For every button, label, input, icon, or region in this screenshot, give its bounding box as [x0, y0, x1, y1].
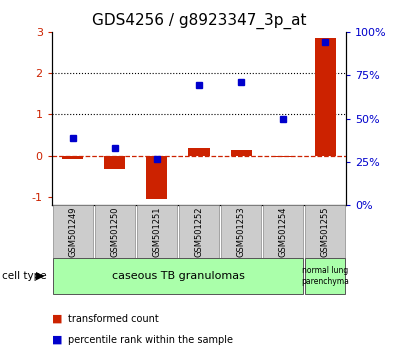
- Text: GSM501250: GSM501250: [110, 207, 119, 257]
- Bar: [273, 156, 294, 157]
- Bar: [104, 156, 125, 169]
- Bar: [137, 205, 177, 258]
- Text: transformed count: transformed count: [68, 314, 158, 324]
- Bar: [263, 205, 303, 258]
- Text: caseous TB granulomas: caseous TB granulomas: [111, 271, 244, 281]
- Text: GSM501249: GSM501249: [68, 207, 77, 257]
- Bar: [62, 156, 83, 159]
- Bar: [53, 258, 303, 294]
- Text: GSM501253: GSM501253: [236, 206, 246, 257]
- Bar: [315, 38, 336, 156]
- Title: GDS4256 / g8923347_3p_at: GDS4256 / g8923347_3p_at: [92, 13, 306, 29]
- Bar: [179, 205, 219, 258]
- Bar: [230, 150, 252, 156]
- Text: GSM501251: GSM501251: [152, 207, 162, 257]
- Bar: [305, 258, 345, 294]
- Bar: [95, 205, 135, 258]
- Text: GSM501252: GSM501252: [195, 207, 203, 257]
- Bar: [53, 205, 93, 258]
- Text: ■: ■: [52, 314, 62, 324]
- Text: GSM501255: GSM501255: [321, 207, 330, 257]
- Text: ▶: ▶: [36, 271, 44, 281]
- Text: cell type: cell type: [2, 271, 47, 281]
- Bar: [305, 205, 345, 258]
- Bar: [189, 148, 209, 156]
- Text: GSM501254: GSM501254: [279, 207, 288, 257]
- Text: ■: ■: [52, 335, 62, 345]
- Bar: [221, 205, 261, 258]
- Bar: [146, 156, 168, 199]
- Text: percentile rank within the sample: percentile rank within the sample: [68, 335, 233, 345]
- Text: normal lung
parenchyma: normal lung parenchyma: [301, 267, 349, 286]
